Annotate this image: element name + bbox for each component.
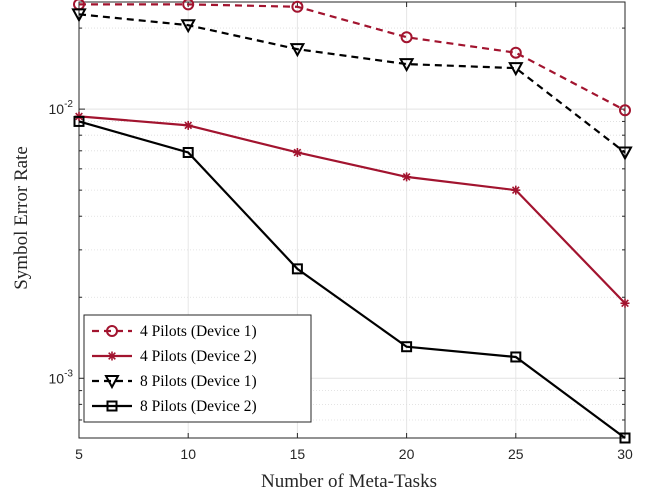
x-tick-label: 15 [290, 446, 306, 462]
data-point-marker [509, 46, 522, 59]
data-point-marker [400, 31, 413, 44]
data-point-marker [107, 351, 117, 361]
data-point-marker [183, 120, 193, 130]
y-tick-label: 10-2 [49, 99, 74, 117]
series-line [78, 120, 626, 439]
data-point-marker [180, 19, 196, 34]
series-3 [71, 8, 633, 161]
data-point-marker [106, 325, 118, 337]
data-point-marker [73, 115, 85, 127]
legend-label: 8 Pilots (Device 2) [140, 398, 257, 415]
data-point-marker [510, 351, 522, 363]
data-point-marker [508, 62, 524, 77]
series-2 [74, 111, 630, 308]
data-point-marker [619, 432, 631, 444]
y-axis-title: Symbol Error Rate [11, 146, 32, 290]
legend: 4 Pilots (Device 1) 4 Pilots (Device 2) 8 … [83, 314, 312, 423]
plot-frame [78, 1, 626, 439]
data-point-marker [292, 147, 302, 157]
legend-box [83, 314, 312, 423]
data-point-marker [104, 375, 120, 390]
asterisk-stroke [511, 186, 520, 195]
data-point-marker [182, 146, 194, 158]
legend-label: 4 Pilots (Device 1) [140, 323, 257, 340]
x-tick-label: 20 [399, 446, 415, 462]
x-tick-label: 30 [617, 446, 633, 462]
data-point-marker [402, 172, 412, 182]
legend-label: 4 Pilots (Device 2) [140, 348, 257, 365]
data-point-marker [620, 298, 630, 308]
asterisk-stroke [108, 352, 116, 360]
series-4 [73, 115, 631, 444]
data-point-marker [182, 0, 195, 11]
y-tick-label: 10-3 [49, 368, 74, 386]
series-line [79, 3, 626, 112]
legend-entry: 4 Pilots (Device 2) [92, 348, 257, 365]
data-point-marker [291, 0, 304, 13]
data-point-marker [511, 185, 521, 195]
data-point-marker [619, 104, 631, 117]
legend-entry: 8 Pilots (Device 2) [92, 398, 257, 415]
data-point-marker [289, 43, 306, 58]
axes-layer: 5 10 15 20 25 30 10-2 10-3 [49, 1, 633, 462]
asterisk-stroke [402, 173, 411, 181]
series-layer [71, 0, 633, 444]
asterisk-stroke [293, 148, 302, 157]
series-line [78, 13, 626, 154]
x-tick-label: 10 [180, 446, 196, 462]
x-axis-title: Number of Meta-Tasks [261, 471, 437, 492]
legend-label: 8 Pilots (Device 1) [140, 373, 257, 390]
data-point-marker [398, 58, 415, 73]
data-point-marker [617, 146, 633, 161]
legend-entry: 8 Pilots (Device 1) [92, 373, 257, 390]
asterisk-stroke [621, 299, 629, 308]
x-tick-label: 5 [75, 446, 83, 462]
series-line [78, 115, 626, 305]
asterisk-stroke [184, 121, 193, 130]
data-point-marker [71, 8, 87, 23]
data-point-marker [401, 341, 413, 353]
data-point-marker [291, 263, 303, 275]
data-point-marker [106, 400, 118, 412]
legend-entry: 4 Pilots (Device 1) [92, 323, 257, 340]
x-tick-label: 25 [508, 446, 524, 462]
